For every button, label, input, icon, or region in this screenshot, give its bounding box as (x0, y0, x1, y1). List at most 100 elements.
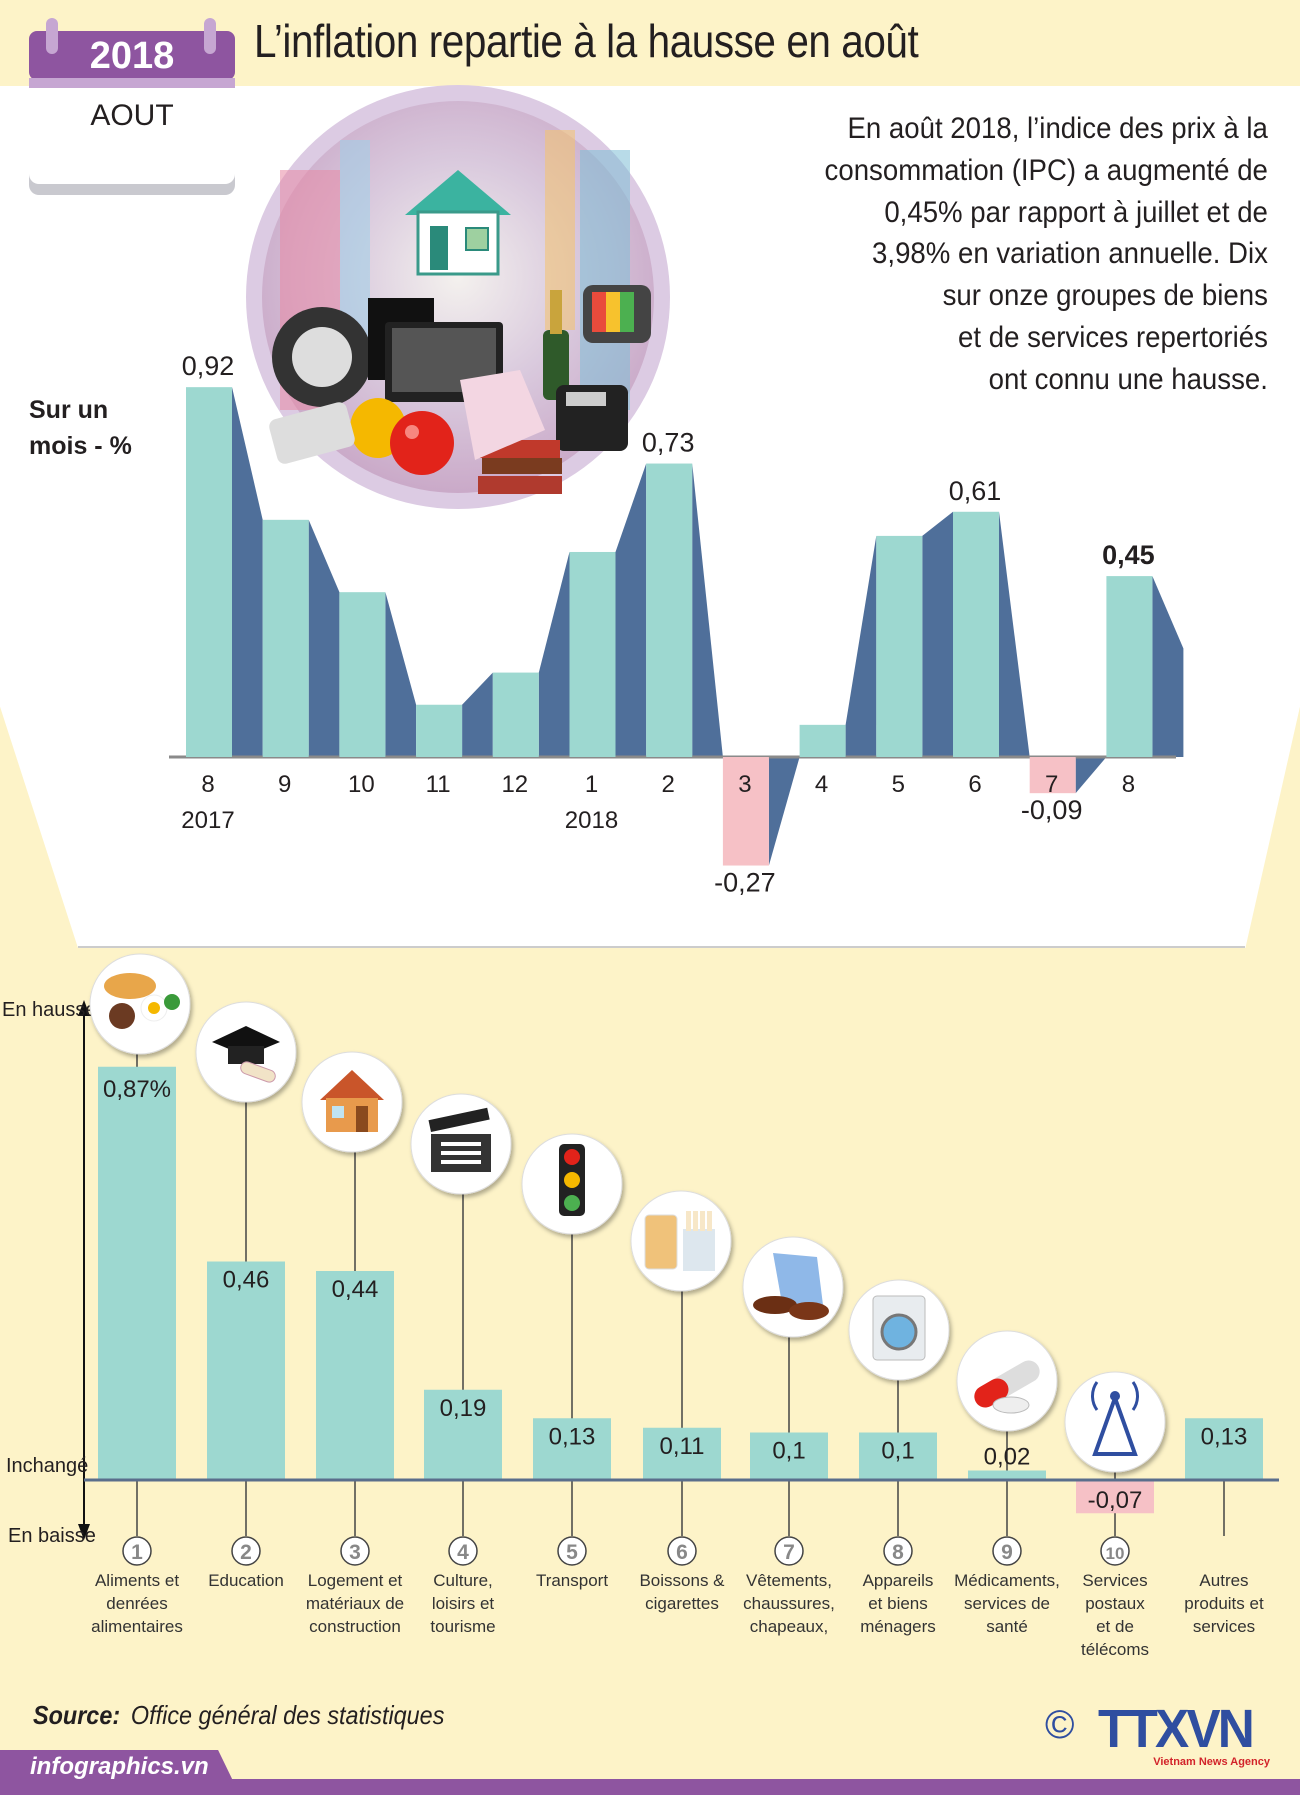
description-line: et de services repertoriés (958, 320, 1268, 354)
value-label: 0,1 (772, 1438, 805, 1465)
bar-side (385, 592, 417, 757)
bar-side (768, 757, 800, 866)
description-line: consommation (IPC) a augmenté de (824, 153, 1268, 187)
month-tick-label: 10 (348, 771, 375, 798)
bar-side (538, 551, 570, 757)
category-label: Vêtements, (746, 1571, 832, 1590)
bar (98, 1066, 176, 1480)
category-number: 6 (676, 1541, 688, 1564)
bar (953, 511, 999, 757)
ttxvn-logo: TTXVN (1098, 1699, 1255, 1759)
month-tick-label: 5 (892, 771, 905, 798)
category-number: 4 (457, 1541, 469, 1564)
category-label: Aliments et (95, 1571, 179, 1590)
bar (799, 724, 846, 757)
category-label: denrées (106, 1594, 167, 1613)
month-tick-label: 7 (1045, 771, 1058, 798)
number-badge (122, 1536, 152, 1566)
copyright-icon: © (1045, 1703, 1075, 1747)
axis-label-down: En baisse (8, 1525, 96, 1547)
bar-side (999, 511, 1030, 757)
description-line: 3,98% en variation annuelle. Dix (872, 237, 1268, 271)
category-label: Transport (536, 1571, 608, 1590)
description: En août 2018, l’indice des prix à la con… (825, 108, 1268, 401)
value-label: 0,45 (1102, 540, 1155, 570)
month-tick-label: 12 (501, 771, 528, 798)
traffic-light-icon (521, 1133, 623, 1235)
number-badge (557, 1536, 587, 1566)
category-label: matériaux de (306, 1594, 404, 1613)
tv-icon (583, 285, 651, 343)
year-tick-label: 2017 (181, 807, 234, 834)
bar (186, 387, 232, 757)
bar (316, 1271, 394, 1480)
category-label: Autres (1199, 1571, 1248, 1590)
bar-side (308, 519, 340, 757)
month-tick-label: 4 (815, 771, 828, 798)
category-label: chaussures, (743, 1594, 835, 1613)
bar (416, 704, 463, 757)
number-badge (340, 1536, 370, 1566)
bar (722, 757, 769, 866)
phone-icon (556, 385, 628, 451)
calendar-year: 2018 (90, 35, 175, 77)
house-icon (301, 1051, 403, 1153)
bar (968, 1470, 1046, 1480)
category-label: et de (1096, 1617, 1134, 1636)
category-label: postaux (1085, 1594, 1145, 1613)
value-label: -0,07 (1088, 1487, 1143, 1514)
category-label: produits et (1184, 1594, 1264, 1613)
axis-label-zero: Inchangé (6, 1455, 88, 1477)
description-line: ont connu une hausse. (988, 362, 1268, 396)
category-label: alimentaires (91, 1617, 183, 1636)
calendar-month: AOUT (90, 99, 173, 132)
category-label: chapeaux, (750, 1617, 828, 1636)
month-tick-label: 8 (1122, 771, 1135, 798)
description-line: sur onze groupes de biens (942, 279, 1268, 313)
logo-subtitle: Vietnam News Agency (1153, 1756, 1270, 1768)
bar (646, 463, 693, 757)
category-label: services de (964, 1594, 1050, 1613)
category-label: Culture, (433, 1571, 493, 1590)
category-number: 5 (566, 1541, 578, 1564)
value-label: -0,09 (1021, 795, 1083, 825)
category-cpi-chart: En hausse Inchangé En baisse 0,87% 1 Aliments… (2, 953, 1279, 1659)
bar-side (462, 672, 493, 757)
value-label: 0,46 (223, 1267, 270, 1294)
shirt-icon (460, 370, 545, 460)
category-label: loisirs et (432, 1594, 495, 1613)
value-label: 0,19 (440, 1395, 487, 1422)
number-badge (667, 1536, 697, 1566)
value-label: 0,13 (1201, 1423, 1248, 1450)
arrow-up-icon (78, 1000, 90, 1016)
category-number: 10 (1106, 1544, 1125, 1563)
bar-side (1075, 757, 1107, 794)
bottle-icon (543, 290, 569, 400)
calendar-badge: 2018 AOUT (29, 18, 235, 195)
value-label: 0,73 (642, 428, 695, 458)
value-label: 0,44 (332, 1276, 379, 1303)
category-label: Boissons & (639, 1571, 725, 1590)
category-number: 1 (131, 1541, 143, 1564)
bar (750, 1432, 828, 1480)
category-number: 3 (349, 1541, 361, 1564)
bar-side (232, 387, 263, 757)
category-number: 9 (1001, 1541, 1013, 1564)
bar-side (615, 463, 647, 757)
year-tick-label: 2018 (565, 807, 618, 834)
category-label: tourisme (430, 1617, 495, 1636)
washing-machine-icon (848, 1279, 950, 1381)
category-label: Appareils (863, 1571, 934, 1590)
site-link[interactable]: infographics.vn (30, 1753, 209, 1780)
bar (262, 519, 309, 757)
source-text: Office général des statistiques (130, 1700, 445, 1730)
page-title: L’inflation repartie à la hausse en août (254, 15, 919, 67)
category-number: 7 (783, 1541, 795, 1564)
month-tick-label: 6 (968, 771, 981, 798)
month-tick-label: 2 (662, 771, 675, 798)
category-label: Logement et (308, 1571, 403, 1590)
graduation-cap-icon (195, 1001, 297, 1103)
value-label: 0,1 (881, 1438, 914, 1465)
bar (569, 551, 616, 757)
calendar-ring-icon (204, 18, 216, 54)
